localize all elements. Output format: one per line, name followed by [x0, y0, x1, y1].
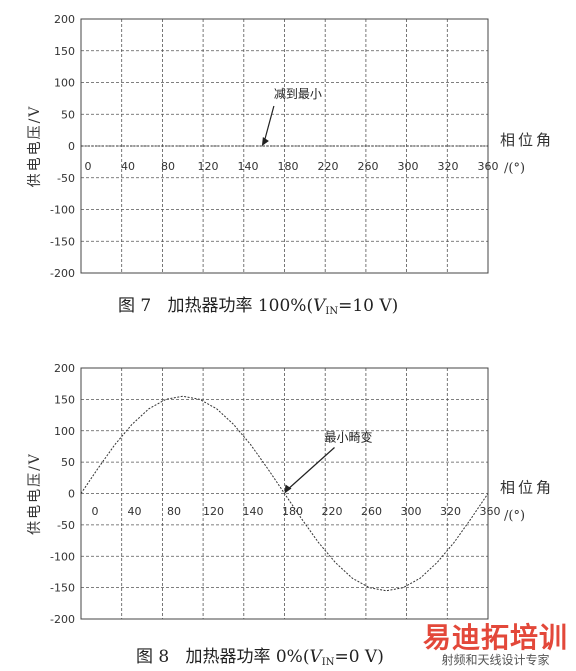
x-tick-label: 0	[85, 160, 92, 173]
y-tick-label: -100	[50, 204, 75, 217]
y-tick-label: 0	[68, 488, 75, 501]
annotation-arrowhead	[261, 137, 269, 146]
y-tick-label: 150	[54, 45, 75, 58]
x-tick-label: 260	[361, 505, 382, 518]
x-tick-label: 300	[398, 160, 419, 173]
x-tick-label: 40	[121, 160, 135, 173]
x-tick-label: 320	[440, 505, 461, 518]
figure-8-tail: =0 V)	[334, 647, 384, 667]
figure-7-text: 加热器功率 100%(	[167, 296, 314, 316]
y-tick-label: -200	[50, 267, 75, 280]
y-tick-label: -150	[50, 582, 75, 595]
x-tick-label: 220	[322, 505, 343, 518]
y-axis-label: 供电电压/V	[27, 452, 43, 535]
y-tick-label: 150	[54, 393, 75, 406]
x-axis-unit: /(°)	[504, 161, 525, 176]
y-tick-label: 200	[54, 362, 75, 375]
x-tick-label: 260	[358, 160, 379, 173]
x-tick-label: 0	[92, 505, 99, 518]
y-axis-label: 供电电压/V	[27, 105, 43, 188]
x-tick-label: 80	[161, 160, 175, 173]
figure-7-var: V	[313, 296, 326, 316]
annotation-label: 最小畸变	[325, 430, 373, 445]
y-tick-label: 100	[54, 425, 75, 438]
x-tick-label: 180	[278, 160, 299, 173]
y-tick-label: -50	[57, 519, 75, 532]
annotation-arrowhead	[284, 484, 292, 494]
x-tick-label: 80	[167, 505, 181, 518]
x-tick-label: 300	[401, 505, 422, 518]
x-axis-label: 相位角	[500, 479, 554, 497]
figure-8-number: 图 8	[136, 647, 170, 667]
figure-8-sub: IN	[321, 657, 335, 668]
watermark-subtitle: 射频和天线设计专家	[441, 653, 550, 667]
watermark-brand: 易迪拓培训	[422, 621, 568, 654]
y-tick-label: 50	[61, 456, 75, 469]
y-tick-label: -200	[50, 613, 75, 626]
figure-8-var: V	[309, 647, 322, 667]
figure-7-number: 图 7	[118, 296, 152, 316]
annotation-label: 减到最小	[274, 87, 322, 101]
x-tick-label: 120	[203, 505, 224, 518]
x-tick-label: 360	[478, 160, 499, 173]
y-tick-label: 100	[54, 77, 75, 90]
annotation-arrow-line	[286, 447, 335, 491]
y-tick-label: 50	[61, 108, 75, 121]
x-tick-label: 220	[318, 160, 339, 173]
watermark: 易迪拓培训 射频和天线设计专家	[422, 621, 568, 668]
x-tick-label: 140	[243, 505, 264, 518]
figure-8-text: 加热器功率 0%(	[185, 647, 310, 667]
figure-7-sub: IN	[325, 306, 339, 317]
x-tick-label: 360	[480, 505, 501, 518]
x-tick-label: 320	[438, 160, 459, 173]
y-tick-label: -100	[50, 550, 75, 563]
x-tick-label: 120	[198, 160, 219, 173]
x-tick-label: 180	[282, 505, 303, 518]
figure-7-caption: 图 7 加热器功率 100%(VIN=10 V)	[118, 291, 398, 317]
x-tick-label: 140	[238, 160, 259, 173]
figure-8-caption: 图 8 加热器功率 0%(VIN=0 V)	[136, 642, 384, 668]
x-axis-label: 相位角	[500, 131, 554, 149]
x-tick-label: 40	[128, 505, 142, 518]
x-axis-unit: /(°)	[504, 509, 525, 524]
y-tick-label: 0	[68, 140, 75, 153]
y-tick-label: 200	[54, 13, 75, 26]
annotation-arrow-line	[263, 105, 275, 144]
y-tick-label: -150	[50, 235, 75, 248]
figure-7-tail: =10 V)	[338, 296, 399, 316]
y-tick-label: -50	[57, 172, 75, 185]
